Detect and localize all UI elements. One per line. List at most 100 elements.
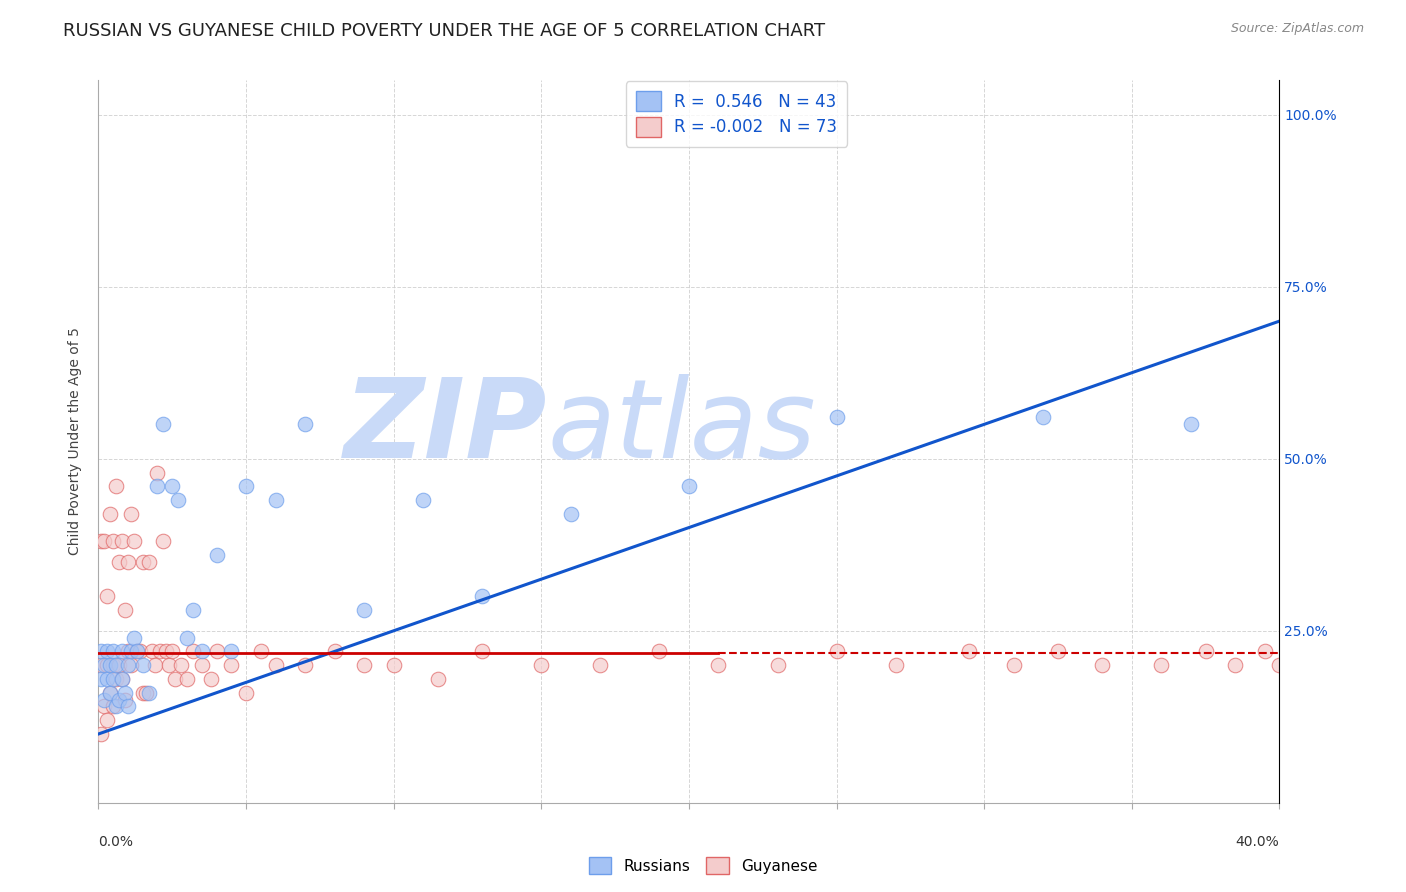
Point — [120, 644, 142, 658]
Point — [1091, 658, 1114, 673]
Point — [1225, 658, 1247, 673]
Point — [90, 644, 112, 658]
Point — [98, 507, 121, 521]
Point — [122, 631, 145, 645]
Point — [1180, 417, 1202, 432]
Point — [103, 534, 125, 549]
Point — [141, 644, 163, 658]
Point — [114, 692, 136, 706]
Point — [162, 644, 183, 658]
Point — [471, 644, 494, 658]
Point — [132, 555, 155, 569]
Point — [1032, 410, 1054, 425]
Point — [114, 686, 136, 700]
Point — [884, 658, 907, 673]
Point — [250, 644, 273, 658]
Point — [90, 534, 112, 549]
Point — [152, 534, 174, 549]
Point — [825, 410, 848, 425]
Point — [117, 555, 139, 569]
Point — [353, 603, 375, 617]
Point — [120, 507, 142, 521]
Point — [96, 644, 118, 658]
Point — [176, 672, 198, 686]
Point — [96, 672, 118, 686]
Point — [294, 658, 316, 673]
Point — [678, 479, 700, 493]
Point — [105, 699, 128, 714]
Point — [132, 658, 155, 673]
Point — [98, 686, 121, 700]
Point — [98, 658, 121, 673]
Point — [135, 686, 157, 700]
Point — [1150, 658, 1173, 673]
Point — [90, 727, 112, 741]
Point — [412, 493, 434, 508]
Point — [96, 658, 118, 673]
Point — [170, 658, 193, 673]
Point — [103, 699, 125, 714]
Point — [205, 644, 228, 658]
Text: 40.0%: 40.0% — [1236, 835, 1279, 849]
Point — [103, 672, 125, 686]
Point — [221, 658, 243, 673]
Point — [125, 644, 148, 658]
Point — [138, 686, 160, 700]
Point — [1002, 658, 1025, 673]
Point — [90, 658, 112, 673]
Point — [766, 658, 789, 673]
Text: Source: ZipAtlas.com: Source: ZipAtlas.com — [1230, 22, 1364, 36]
Text: ZIP: ZIP — [343, 374, 547, 481]
Point — [235, 686, 257, 700]
Point — [93, 699, 115, 714]
Point — [132, 686, 155, 700]
Point — [93, 658, 115, 673]
Point — [117, 699, 139, 714]
Point — [155, 644, 177, 658]
Text: atlas: atlas — [547, 374, 815, 481]
Point — [96, 590, 118, 604]
Point — [165, 672, 187, 686]
Point — [122, 534, 145, 549]
Point — [181, 644, 204, 658]
Point — [825, 644, 848, 658]
Point — [235, 479, 257, 493]
Point — [111, 644, 134, 658]
Point — [167, 493, 190, 508]
Point — [1268, 658, 1291, 673]
Point — [162, 479, 183, 493]
Point — [103, 644, 125, 658]
Point — [264, 658, 287, 673]
Point — [105, 479, 128, 493]
Point — [117, 658, 139, 673]
Point — [111, 672, 134, 686]
Point — [138, 555, 160, 569]
Point — [205, 548, 228, 562]
Point — [105, 658, 128, 673]
Point — [103, 658, 125, 673]
Point — [176, 631, 198, 645]
Point — [108, 555, 131, 569]
Point — [128, 644, 150, 658]
Point — [120, 658, 142, 673]
Point — [294, 417, 316, 432]
Point — [221, 644, 243, 658]
Point — [117, 644, 139, 658]
Point — [1046, 644, 1070, 658]
Point — [111, 534, 134, 549]
Text: 0.0%: 0.0% — [98, 835, 134, 849]
Point — [471, 590, 494, 604]
Point — [96, 713, 118, 727]
Point — [191, 658, 214, 673]
Legend: R =  0.546   N = 43, R = -0.002   N = 73: R = 0.546 N = 43, R = -0.002 N = 73 — [626, 81, 846, 146]
Point — [157, 658, 180, 673]
Point — [98, 686, 121, 700]
Point — [560, 507, 582, 521]
Point — [589, 658, 612, 673]
Point — [1195, 644, 1218, 658]
Point — [200, 672, 222, 686]
Point — [323, 644, 346, 658]
Point — [105, 672, 128, 686]
Point — [93, 692, 115, 706]
Point — [90, 672, 112, 686]
